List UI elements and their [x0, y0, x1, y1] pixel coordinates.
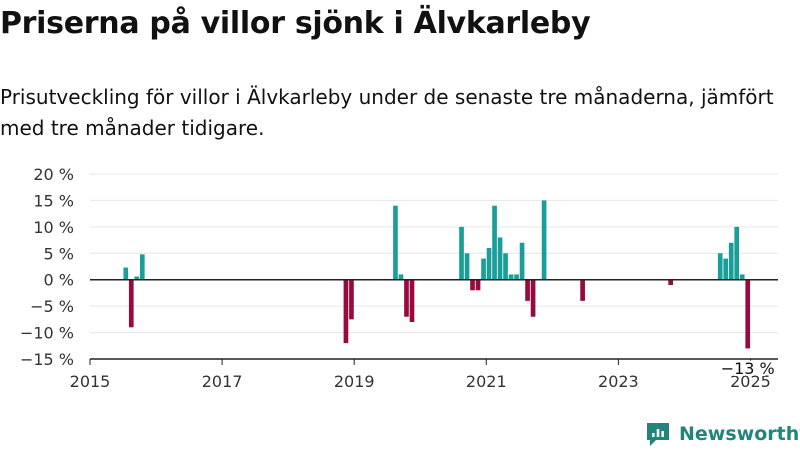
bar	[404, 279, 409, 317]
bar	[343, 279, 349, 344]
bar	[530, 279, 536, 317]
y-tick-label: −5 %	[30, 297, 74, 316]
bar	[486, 248, 492, 280]
bar	[470, 279, 475, 291]
chart-subtitle: Prisutveckling för villor i Älvkarleby u…	[0, 85, 774, 140]
bar	[393, 205, 398, 280]
bar	[123, 267, 129, 280]
bar	[717, 253, 723, 280]
x-tick-label: 2025	[730, 372, 771, 391]
y-tick-label: 0 %	[44, 271, 74, 290]
bar	[409, 279, 415, 322]
bar	[580, 279, 585, 301]
bar	[668, 279, 674, 285]
x-tick-label: 2021	[466, 372, 507, 391]
bar	[134, 276, 140, 280]
bar	[481, 258, 486, 280]
bar	[459, 226, 464, 280]
bar	[128, 279, 134, 328]
bar	[475, 279, 481, 291]
y-tick-label: 5 %	[44, 244, 74, 263]
bar	[503, 253, 508, 280]
y-tick-label: 15 %	[33, 191, 74, 210]
x-tick-label: 2017	[202, 372, 243, 391]
x-tick-label: 2023	[598, 372, 639, 391]
chart-title: Priserna på villor sjönk i Älvkarleby	[0, 6, 591, 41]
bar	[745, 279, 751, 349]
bar	[497, 237, 503, 280]
bar	[541, 200, 547, 280]
y-tick-label: −10 %	[20, 324, 74, 343]
bar	[492, 205, 497, 280]
bar	[349, 279, 354, 320]
bar	[514, 274, 519, 280]
bar	[739, 274, 745, 280]
bar	[734, 226, 740, 280]
bar	[519, 242, 525, 280]
y-tick-label: 10 %	[33, 218, 74, 237]
newsworthy-logo: Newsworthy	[645, 420, 800, 448]
bar	[723, 258, 729, 280]
bar	[139, 254, 145, 280]
bar	[508, 274, 514, 280]
newsworthy-logo-icon	[647, 423, 669, 446]
bar	[464, 253, 470, 280]
newsworthy-logo-text: Newsworthy	[679, 423, 800, 445]
bar	[398, 274, 404, 280]
x-tick-label: 2015	[70, 372, 111, 391]
y-tick-label: 20 %	[33, 165, 74, 184]
bar	[728, 242, 734, 280]
x-tick-label: 2019	[334, 372, 375, 391]
y-tick-label: −15 %	[20, 350, 74, 369]
annotation-label: −13 %	[721, 359, 775, 378]
bar	[525, 279, 530, 301]
